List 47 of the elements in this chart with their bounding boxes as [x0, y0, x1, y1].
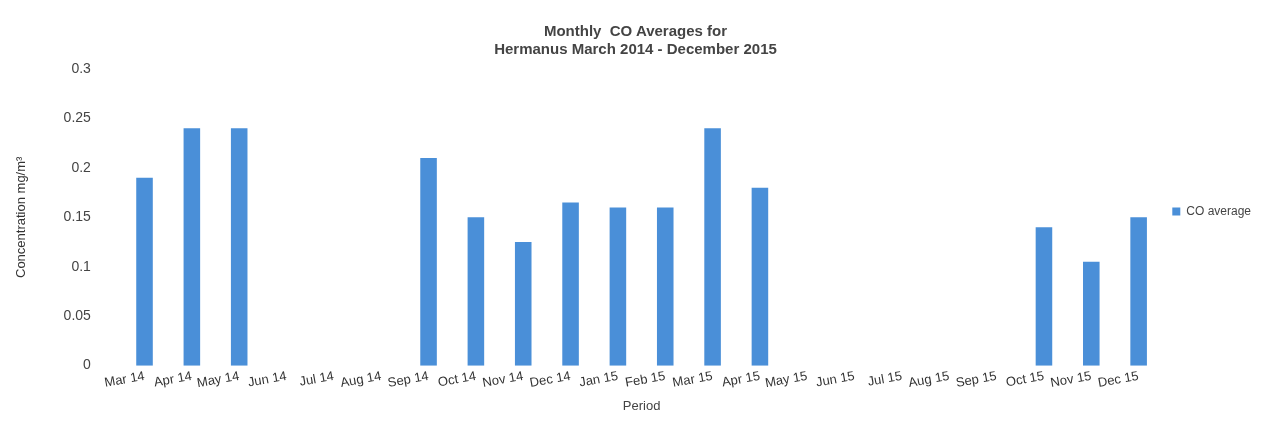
bar [751, 187, 769, 366]
y-tick-label: 0 [83, 356, 92, 373]
x-tick-label: Nov 15 [1049, 368, 1093, 390]
x-tick-label: Jan 15 [577, 368, 620, 390]
x-tick-label: Oct 14 [436, 368, 478, 390]
x-tick-label: Aug 14 [339, 368, 383, 390]
x-tick-label: Mar 14 [103, 368, 146, 390]
x-tick-label: Jun 14 [246, 368, 288, 390]
bar [467, 217, 485, 366]
x-tick-label: Dec 14 [528, 368, 572, 390]
y-tick-label: 0.3 [71, 59, 92, 76]
bar [1130, 217, 1147, 366]
x-tick-label: Dec 15 [1096, 368, 1140, 390]
bar [1035, 227, 1053, 366]
x-tick-label: Sep 14 [386, 368, 430, 390]
legend-label: CO average [1186, 203, 1252, 218]
y-tick-label: 0.05 [63, 307, 92, 324]
y-axis-title: Concentration mg/m³ [13, 155, 29, 279]
x-axis-title: Period [622, 397, 661, 413]
x-tick-label: May 14 [195, 368, 241, 391]
bar [230, 128, 248, 366]
bar [1083, 261, 1100, 366]
y-tick-label: 0.15 [63, 208, 92, 225]
bar [704, 128, 721, 366]
bar [420, 157, 437, 366]
x-tick-label: Aug 15 [907, 368, 951, 390]
x-tick-label: Sep 15 [954, 368, 998, 390]
bar [656, 207, 674, 366]
y-tick-label: 0.25 [63, 109, 92, 126]
bar [562, 202, 579, 366]
y-tick-label: 0.1 [71, 257, 92, 274]
x-tick-label: Nov 14 [481, 368, 525, 390]
bar [514, 242, 532, 366]
bar [136, 177, 153, 366]
x-tick-label: May 15 [763, 368, 809, 391]
x-tick-label: Feb 15 [623, 368, 667, 390]
bar [183, 128, 201, 366]
x-tick-label: Apr 15 [720, 368, 762, 390]
bar [609, 207, 627, 366]
x-tick-label: Oct 15 [1004, 368, 1046, 390]
x-tick-label: Jun 15 [814, 368, 856, 390]
chart-title: Monthly CO Averages for Hermanus March 2014 - December 2015 [494, 22, 777, 58]
x-tick-label: Jul 14 [298, 368, 336, 389]
x-tick-label: Apr 14 [152, 368, 193, 390]
x-tick-label: Mar 15 [671, 368, 714, 390]
y-tick-label: 0.2 [71, 158, 92, 175]
x-tick-label: Jul 15 [866, 368, 904, 389]
